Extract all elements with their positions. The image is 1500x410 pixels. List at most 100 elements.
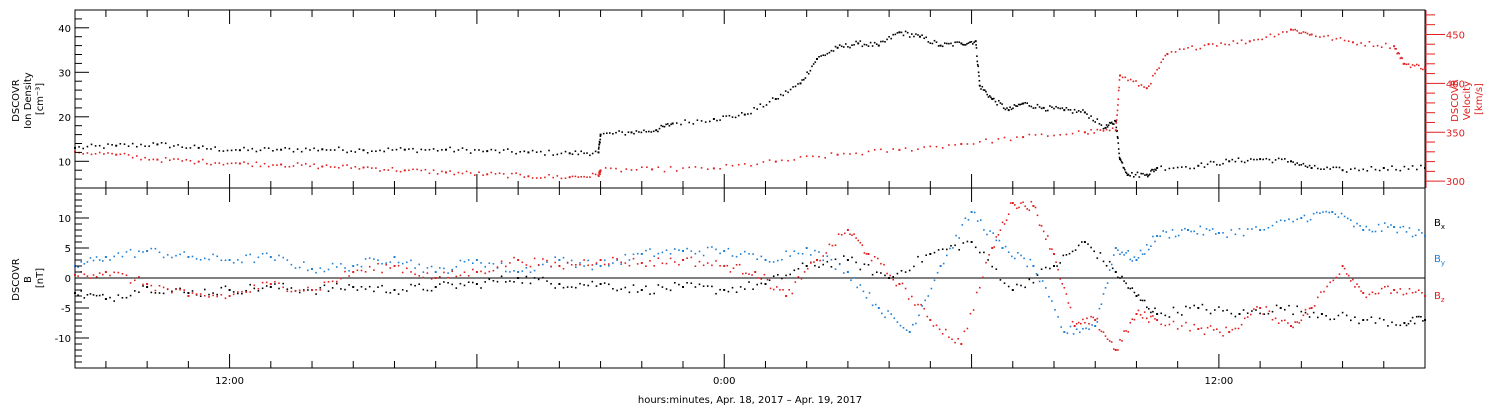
by-sample bbox=[587, 259, 589, 262]
ion-density-sample bbox=[1090, 115, 1092, 117]
ion-density-sample bbox=[86, 145, 89, 148]
velocity-sample bbox=[719, 168, 721, 170]
bz-point bbox=[475, 271, 478, 273]
bz-sample bbox=[1038, 224, 1041, 226]
ion-density-sample bbox=[606, 132, 608, 134]
bx-sample bbox=[987, 259, 989, 261]
velocity-sample bbox=[292, 165, 295, 167]
bz-point bbox=[599, 259, 602, 261]
velocity-sample bbox=[917, 148, 919, 150]
velocity-sample bbox=[1385, 42, 1387, 45]
velocity-sample bbox=[1105, 128, 1108, 131]
bx-sample bbox=[1105, 265, 1108, 267]
ion-density-sample bbox=[1407, 168, 1410, 170]
velocity-sample bbox=[432, 169, 435, 171]
velocity-sample bbox=[436, 173, 439, 175]
bx-sample bbox=[979, 251, 981, 254]
ion-density-sample bbox=[782, 94, 784, 97]
by-sample bbox=[1137, 257, 1140, 259]
bx-sample bbox=[983, 251, 985, 254]
velocity-sample bbox=[342, 164, 344, 167]
ion-density-sample bbox=[950, 42, 952, 45]
by-point bbox=[1331, 211, 1334, 213]
velocity-sample bbox=[498, 172, 501, 174]
bx-sample bbox=[612, 288, 614, 290]
ion-density-sample bbox=[1148, 174, 1150, 177]
bx-sample bbox=[1090, 246, 1092, 249]
velocity-sample bbox=[1118, 79, 1121, 81]
by-sample bbox=[834, 268, 837, 270]
bz-sample bbox=[484, 272, 486, 275]
by-sample bbox=[905, 329, 908, 331]
bz-sample bbox=[1284, 319, 1286, 322]
ion-density-sample bbox=[1134, 173, 1137, 176]
by-sample bbox=[698, 250, 701, 253]
by-sample bbox=[1319, 212, 1321, 214]
ion-density-sample bbox=[845, 43, 847, 45]
bz-sample bbox=[1411, 291, 1414, 294]
ion-density-sample bbox=[985, 90, 987, 93]
bz-point bbox=[311, 289, 313, 291]
bx-sample bbox=[546, 280, 548, 282]
bz-sample bbox=[837, 233, 840, 235]
ion-density-sample bbox=[978, 80, 981, 82]
bz-sample bbox=[873, 256, 876, 258]
ion-density-sample bbox=[1292, 161, 1294, 163]
b-axis-title: DSCOVR B [nT] bbox=[11, 255, 46, 301]
by-sample bbox=[902, 327, 905, 329]
bz-sample bbox=[1350, 280, 1352, 282]
by-sample bbox=[912, 323, 914, 326]
by-sample bbox=[955, 234, 957, 237]
bx-sample bbox=[834, 258, 837, 261]
ion-density-sample bbox=[1160, 165, 1162, 168]
bx-sample bbox=[826, 260, 829, 263]
ion-density-sample bbox=[599, 135, 602, 137]
by-point bbox=[352, 265, 355, 267]
by-sample bbox=[850, 279, 852, 281]
velocity-sample bbox=[243, 161, 245, 163]
density-axis-title: DSCOVR Ion Density [cm⁻³] bbox=[11, 69, 46, 129]
ion-density-sample bbox=[1047, 109, 1049, 112]
bz-sample bbox=[451, 270, 453, 273]
by-sample bbox=[1038, 280, 1041, 283]
by-sample bbox=[241, 261, 243, 264]
velocity-sample bbox=[762, 161, 765, 163]
ion-density-sample bbox=[789, 88, 792, 91]
ion-density-sample bbox=[1354, 167, 1356, 170]
ion-density-sample bbox=[1107, 124, 1110, 126]
ion-density-sample bbox=[313, 147, 315, 150]
by-sample bbox=[261, 253, 264, 255]
ion-density-sample bbox=[210, 148, 212, 150]
velocity-sample bbox=[1154, 72, 1156, 75]
ion-density-sample bbox=[1320, 168, 1322, 170]
by-sample bbox=[542, 263, 544, 266]
velocity-sample bbox=[1220, 42, 1222, 44]
ion-density-sample bbox=[944, 42, 946, 44]
bz-sample bbox=[1014, 204, 1016, 206]
bx-sample bbox=[521, 282, 524, 284]
bz-sample bbox=[895, 284, 898, 287]
velocity-sample bbox=[787, 159, 789, 162]
ion-density-sample bbox=[624, 134, 627, 136]
bz-sample bbox=[797, 276, 800, 278]
by-sample bbox=[899, 324, 902, 327]
bx-sample bbox=[937, 249, 940, 251]
velocity-sample bbox=[247, 162, 249, 165]
ion-density-sample bbox=[580, 150, 582, 153]
ion-density-sample bbox=[247, 149, 249, 152]
ion-density-sample bbox=[1345, 171, 1348, 173]
ion-density-sample bbox=[709, 120, 711, 123]
by-sample bbox=[1051, 300, 1053, 302]
velocity-sample bbox=[805, 155, 808, 157]
bx-sample bbox=[1214, 309, 1216, 311]
by-sample bbox=[1154, 240, 1156, 243]
ion-density-sample bbox=[716, 119, 718, 122]
ion-density-point bbox=[197, 146, 200, 149]
by-sample bbox=[1215, 233, 1217, 235]
velocity-sample bbox=[1422, 68, 1424, 71]
ion-density-sample bbox=[925, 36, 927, 39]
by-sample bbox=[814, 249, 816, 252]
by-point bbox=[1393, 226, 1396, 228]
velocity-sample bbox=[86, 152, 89, 154]
